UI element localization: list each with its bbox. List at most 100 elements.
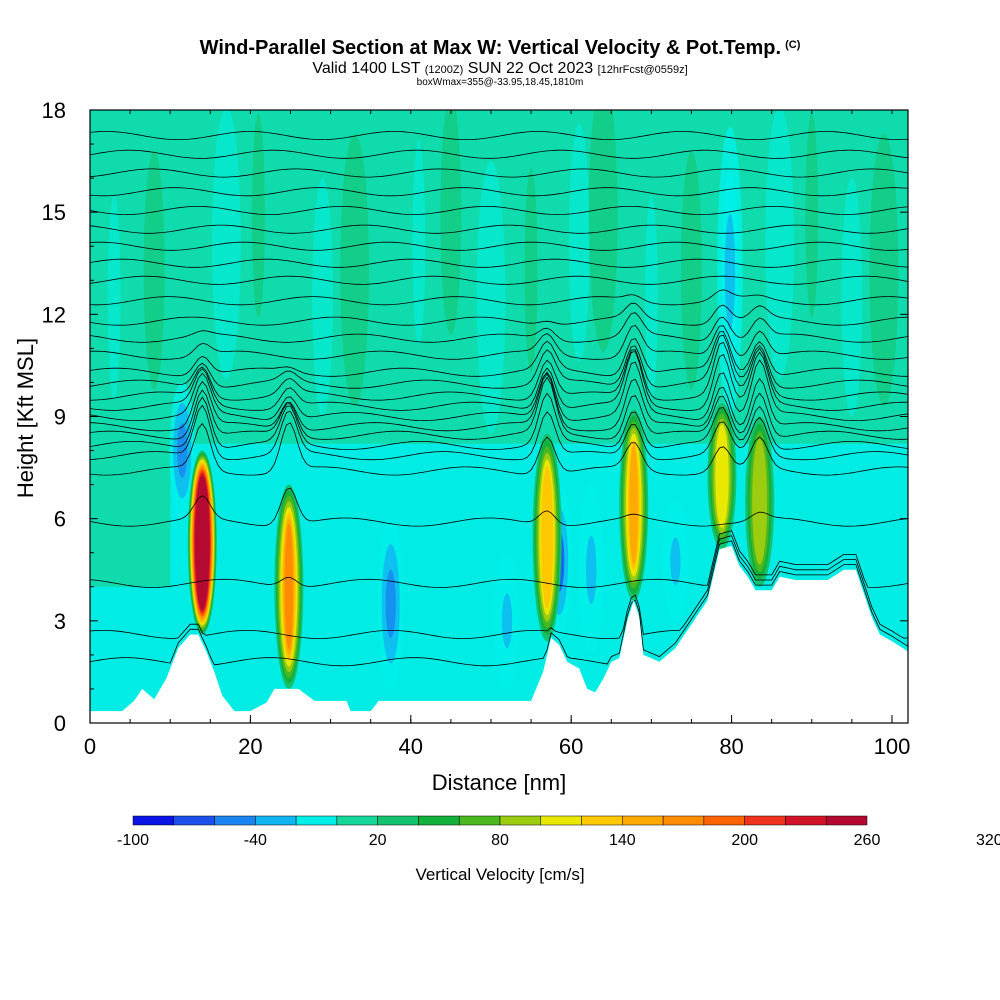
- upper-streak: [340, 133, 370, 407]
- chart-subtitle: Valid 1400 LST (1200Z) SUN 22 Oct 2023 […: [312, 60, 688, 77]
- terrain: [90, 545, 908, 723]
- colorbar-label-7: 320: [976, 832, 1000, 849]
- colorbar-swatch-10: [540, 815, 582, 826]
- upper-streak: [644, 195, 658, 400]
- theta-contour-3: [90, 487, 908, 527]
- theta-contour-23: [90, 187, 908, 197]
- theta-contour-11: [90, 341, 908, 401]
- theta-contour-10: [90, 351, 908, 411]
- colorbar-swatch-1: [173, 815, 215, 826]
- boxmax-note: boxWmax=355@-33.95,18.45,1810m: [416, 77, 584, 88]
- upper-streak: [440, 110, 462, 335]
- theta-contour-0: [90, 540, 908, 667]
- y-axis-label: Height [Kft MSL]: [13, 338, 38, 498]
- colorbar-swatch-7: [418, 815, 460, 826]
- colorbar-label-1: -40: [244, 832, 267, 849]
- theta-contour-7: [90, 376, 908, 440]
- x-tick-label-0: 0: [84, 734, 96, 759]
- upper-streak: [107, 195, 121, 400]
- upper-streak: [524, 167, 538, 373]
- theta-contour-12: [90, 334, 908, 389]
- upper-streak: [143, 150, 165, 390]
- x-axis: 0 20 40 60 80 100: [84, 110, 910, 759]
- updraft-2: [541, 465, 554, 609]
- theta-contour-19: [90, 258, 908, 268]
- colorbar-swatch-9: [499, 815, 542, 826]
- y-tick-label-6: 6: [54, 507, 66, 532]
- y-tick-label-0: 0: [54, 711, 66, 736]
- theta-contour-5: [90, 404, 908, 461]
- theta-contour-26: [90, 131, 908, 140]
- colorbar-swatch-15: [744, 815, 786, 826]
- colorbar-label-4: 140: [609, 832, 636, 849]
- colorbar-label-5: 200: [731, 832, 758, 849]
- y-tick-label-3: 3: [54, 609, 66, 634]
- y-tick-label-15: 15: [42, 200, 66, 225]
- updraft-5: [752, 438, 768, 565]
- x-tick-label-100: 100: [874, 734, 911, 759]
- upper-streak: [412, 140, 426, 345]
- theta-contour-16: [90, 302, 908, 326]
- colorbar-swatch-5: [336, 815, 378, 826]
- chart-title: Wind-Parallel Section at Max W: Vertical…: [199, 37, 801, 59]
- colorbar-swatch-6: [377, 815, 419, 826]
- theta-contour-1: [90, 535, 908, 639]
- x-tick-label-20: 20: [238, 734, 262, 759]
- colorbar-label-0: -100: [117, 832, 149, 849]
- colorbar-label-3: 80: [491, 832, 509, 849]
- colorbar-label-2: 20: [369, 832, 387, 849]
- colorbar: -100 -40 20 80 140 200 260 320: [117, 815, 1000, 849]
- theta-contour-21: [90, 224, 908, 234]
- downdraft-4: [586, 535, 597, 604]
- theta-contour-17: [90, 289, 908, 306]
- downdraft-1: [385, 569, 396, 638]
- upper-streak: [251, 113, 265, 318]
- upper-streak: [805, 113, 819, 318]
- updraft-3: [629, 445, 639, 565]
- theta-contour-13: [90, 331, 908, 377]
- theta-contour-25: [90, 149, 908, 159]
- colorbar-swatch-2: [214, 815, 256, 826]
- colorbar-label-6: 260: [854, 832, 881, 849]
- copyright-mark: (C): [785, 39, 801, 51]
- x-axis-label: Distance [nm]: [432, 770, 567, 795]
- upper-streak: [568, 123, 590, 363]
- theta-contour-22: [90, 206, 908, 216]
- theta-contour-14: [90, 324, 908, 360]
- y-axis: 0 3 6 9 12 15 18: [42, 98, 908, 736]
- upper-streak: [869, 133, 899, 407]
- upper-streak: [765, 110, 795, 379]
- theta-contour-18: [90, 275, 908, 285]
- downdraft-2: [501, 593, 513, 649]
- upper-streak: [476, 161, 506, 434]
- colorbar-swatch-8: [458, 815, 501, 826]
- updraft-0: [198, 486, 207, 599]
- x-tick-label-80: 80: [719, 734, 743, 759]
- downdraft-6: [670, 537, 681, 586]
- updraft-4: [715, 424, 729, 529]
- theta-contour-24: [90, 168, 908, 178]
- upper-streak: [588, 110, 618, 352]
- background-band-1: [90, 443, 171, 587]
- theta-contour-20: [90, 241, 908, 251]
- y-tick-label-12: 12: [42, 302, 66, 327]
- theta-contour-6: [90, 392, 908, 450]
- colorbar-swatch-16: [785, 815, 827, 826]
- colorbar-swatch-17: [825, 815, 868, 826]
- colorbar-swatch-3: [255, 815, 297, 826]
- theta-contour-4: [90, 422, 908, 476]
- colorbar-swatch-14: [703, 815, 745, 826]
- updraft-1: [284, 523, 294, 650]
- y-tick-label-9: 9: [54, 405, 66, 430]
- theta-contour-8: [90, 373, 908, 432]
- y-tick-label-18: 18: [42, 98, 66, 123]
- upper-streak: [681, 150, 702, 390]
- terrain-mask: [90, 545, 908, 723]
- downdraft-0: [177, 423, 188, 478]
- x-tick-label-40: 40: [399, 734, 423, 759]
- colorbar-title: Vertical Velocity [cm/s]: [415, 865, 584, 884]
- velocity-field: [90, 110, 908, 689]
- theta-contours: [90, 131, 908, 667]
- colorbar-swatch-11: [581, 815, 623, 826]
